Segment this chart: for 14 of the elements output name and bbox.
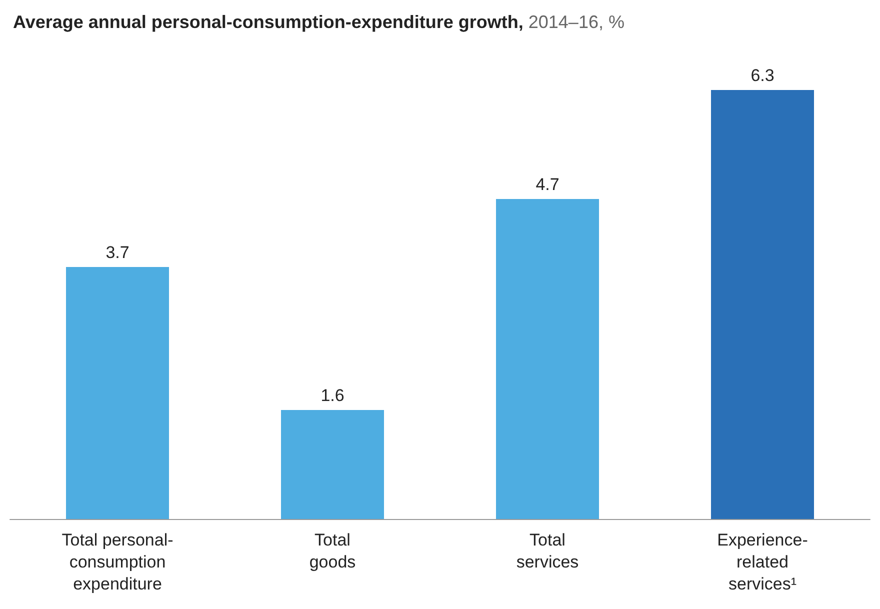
data-label: 4.7: [536, 174, 560, 194]
x-tick-label: Experience- related services¹: [717, 530, 808, 594]
bar: [496, 198, 599, 519]
bar: [711, 90, 814, 519]
chart-subtitle: 2014–16, %: [528, 12, 624, 32]
x-tick-label: Total personal- consumption expenditure: [62, 530, 174, 594]
bar: [66, 267, 169, 519]
data-label: 1.6: [320, 386, 344, 406]
x-tick-label: Total goods: [309, 530, 356, 572]
bar: [281, 410, 384, 519]
data-label: 3.7: [106, 243, 130, 262]
data-label: 6.3: [750, 66, 774, 85]
x-tick-label: Total services: [516, 530, 579, 572]
chart-title: Average annual personal-consumption-expenditure growth,: [13, 12, 524, 32]
